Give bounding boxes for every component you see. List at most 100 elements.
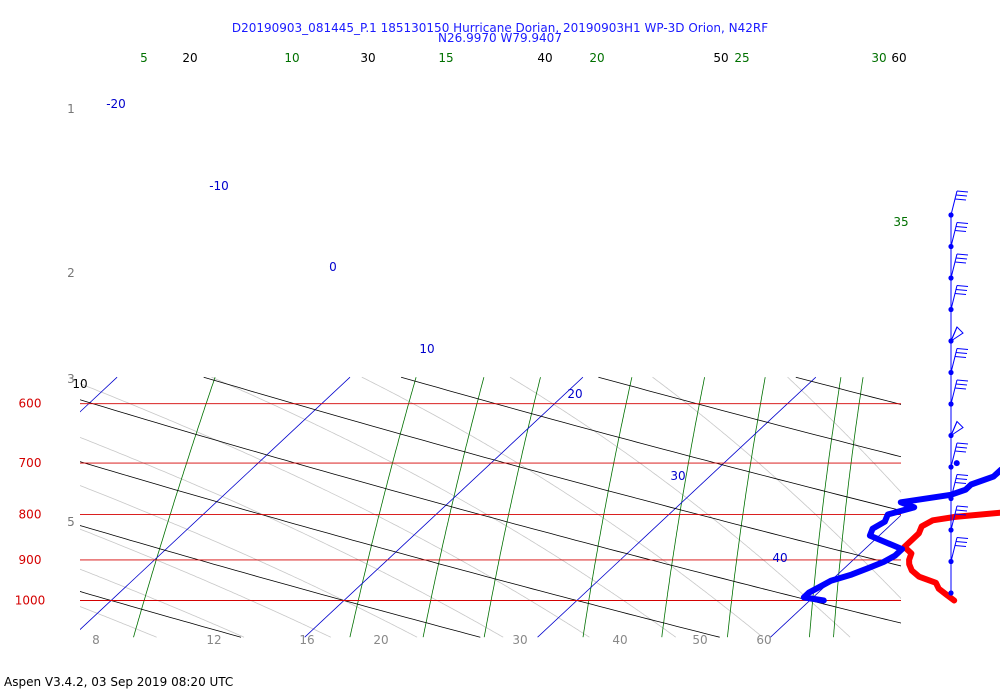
- mixing-ratio-label: 30: [871, 51, 886, 65]
- wind-barb-feather: [955, 194, 968, 197]
- moist-adiabat-line: [80, 436, 504, 638]
- wind-barbs: [948, 190, 969, 596]
- isotherm-label: 40: [772, 551, 787, 565]
- mixing-ratio-label: 10: [284, 51, 299, 65]
- wind-barb-feather: [955, 383, 968, 386]
- bottom-axis-label: 8: [92, 633, 100, 647]
- wind-barb-feather: [955, 289, 968, 291]
- dry-adiabat-label: 10: [72, 377, 87, 391]
- bottom-axis-label: 20: [373, 633, 388, 647]
- isobar-label: 800: [19, 508, 42, 522]
- bottom-axis-label: 16: [299, 633, 314, 647]
- mixing-ratio-line: [809, 377, 842, 638]
- wind-barb-feather: [954, 450, 967, 453]
- bottom-axis-label: 60: [756, 633, 771, 647]
- dry-adiabat-line: [80, 399, 901, 624]
- dry-adiabat-line: [598, 376, 901, 458]
- wind-barb-shaft: [950, 421, 958, 436]
- sounding-profiles: [800, 460, 1000, 604]
- isotherm-line: [770, 514, 901, 638]
- mixing-ratio-line: [483, 377, 541, 638]
- height-label: 2: [67, 266, 75, 280]
- moist-adiabat-line: [211, 376, 677, 638]
- dry-adiabats: [0, 376, 1000, 638]
- temperature-profile: [901, 509, 1000, 604]
- mixing-ratio-label: 5: [140, 51, 148, 65]
- mixing-ratio-lines: [133, 377, 864, 638]
- wind-barb-shaft: [950, 326, 958, 342]
- dry-adiabat-line: [993, 377, 1000, 637]
- isobar-label: 700: [19, 456, 42, 470]
- mixing-ratio-line: [582, 377, 633, 638]
- height-label: 5: [67, 515, 75, 529]
- mixing-ratio-line: [661, 377, 705, 638]
- wind-barb-feather: [955, 257, 968, 260]
- wind-barb-feather: [956, 190, 969, 193]
- mixing-ratio-label: 15: [438, 51, 453, 65]
- wind-barb-feather: [956, 253, 969, 256]
- moist-adiabat-line: [915, 377, 1000, 637]
- wind-barb-feather: [954, 387, 967, 390]
- bottom-axis-label: 50: [692, 633, 707, 647]
- dry-adiabat-line: [80, 461, 720, 638]
- wind-barb-dot: [948, 590, 954, 596]
- wind-barb-feather: [954, 293, 967, 295]
- chart-title: D20190903_081445_P.1 185130150 Hurricane…: [231, 21, 769, 35]
- dry-adiabat-line: [80, 591, 242, 638]
- wind-barb-feather: [956, 442, 969, 445]
- wind-barb-feather: [954, 198, 967, 201]
- wind-barb-feather: [954, 230, 967, 232]
- moist-adiabat-line: [80, 528, 331, 638]
- bottom-axis-label: 30: [512, 633, 527, 647]
- wind-barb-feather: [954, 513, 967, 516]
- moist-adiabat-line: [787, 376, 901, 493]
- moist-adiabat-line: [80, 568, 245, 638]
- height-label: 3: [67, 372, 75, 386]
- wind-barb-feather: [956, 537, 969, 539]
- wind-barb-feather: [955, 478, 968, 480]
- footer-version: Aspen V3.4.2, 03 Sep 2019 08:20 UTC: [4, 675, 234, 689]
- moist-adiabat-line: [652, 376, 901, 600]
- dry-adiabat-line: [80, 525, 481, 638]
- isotherm-label: 20: [567, 387, 582, 401]
- isobar-label: 900: [19, 553, 42, 567]
- wind-barb-feather: [954, 261, 967, 264]
- isotherm-label: -20: [106, 97, 126, 111]
- wind-barb-feather: [955, 541, 968, 543]
- dry-adiabat-label: 30: [360, 51, 375, 65]
- wind-barb-feather: [956, 285, 969, 287]
- dry-adiabat-line: [203, 376, 901, 567]
- mixing-ratio-label: 20: [589, 51, 604, 65]
- wind-barb-feather: [956, 379, 969, 382]
- wind-barb-feather: [955, 509, 968, 512]
- bottom-axis-label: 12: [206, 633, 221, 647]
- dry-adiabat-label: 20: [182, 51, 197, 65]
- dry-adiabat-line: [795, 376, 901, 405]
- dry-adiabat-line: [400, 376, 901, 511]
- isotherm-label: 10: [419, 342, 434, 356]
- isobars: [80, 403, 901, 601]
- isotherm-line: [80, 376, 351, 631]
- wind-barb-feather: [954, 356, 967, 358]
- axis-labels: 600 700 800 900 1000 -20 -10 0 10 20 30 40 10 20 30 40 5…: [15, 51, 909, 647]
- moist-adiabat-line: [80, 383, 590, 638]
- wind-barb-feather: [956, 348, 969, 350]
- mixing-ratio-line: [833, 377, 864, 638]
- wind-barb-pennant: [949, 326, 964, 343]
- bottom-axis-label: 40: [612, 633, 627, 647]
- height-label: 1: [67, 102, 75, 116]
- wind-barb-feather: [956, 505, 969, 508]
- isotherm-line: [537, 376, 817, 638]
- isobar-label: 1000: [15, 594, 46, 608]
- dewpoint-point: [953, 460, 960, 467]
- isotherm-label: 30: [670, 469, 685, 483]
- wind-barb-feather: [956, 474, 969, 476]
- isobar-label: 600: [19, 397, 42, 411]
- mixing-ratio-label: 35: [893, 215, 908, 229]
- wind-barb-feather: [955, 226, 968, 228]
- mixing-ratio-line: [133, 377, 216, 638]
- isotherm-label: 0: [329, 260, 337, 274]
- wind-barb-feather: [954, 482, 967, 484]
- wind-barb-feather: [955, 352, 968, 354]
- dry-adiabat-line: [0, 377, 2, 637]
